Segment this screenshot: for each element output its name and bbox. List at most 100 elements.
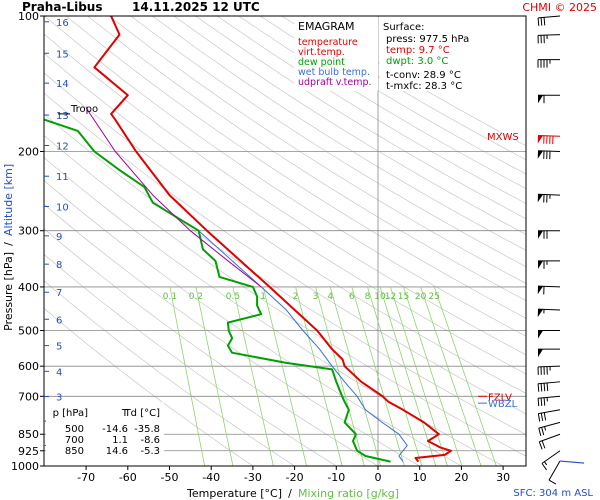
temperature-tick-label: 10	[413, 471, 427, 484]
altitude-tick-label: 14	[56, 79, 69, 90]
pressure-tick-label: 1000	[11, 460, 39, 473]
wind-barb	[537, 59, 560, 68]
wind-barb-feather	[543, 383, 546, 392]
wind-barb-pennant	[538, 330, 543, 339]
altitude-tick-label: 3	[56, 393, 62, 404]
wind-barb-staff	[537, 150, 561, 152]
wind-barb	[537, 134, 561, 144]
table-cell: 14.6	[106, 446, 128, 457]
dry-adiabat	[44, 33, 526, 356]
wind-barbs	[537, 15, 585, 485]
table-cell: -8.6	[140, 435, 160, 446]
series-temperature	[93, 16, 452, 463]
mixing-ratio-label: 8	[365, 292, 371, 302]
wind-barb	[537, 381, 561, 392]
altitude-tick-label: 4	[56, 367, 62, 378]
wind-barb-pennant	[537, 286, 544, 295]
wind-barb-pennant	[537, 194, 544, 203]
wind-barb-pennant	[537, 309, 544, 318]
table-cell: -14.6	[102, 424, 128, 435]
pressure-tick-label: 850	[18, 428, 39, 441]
temperature-tick-label: -70	[77, 471, 95, 484]
table-header: p [hPa]	[53, 408, 88, 419]
temperature-tick-label: -10	[327, 471, 345, 484]
surface-tconv: t-conv: 28.9 °C	[386, 70, 461, 81]
altitude-tick-label: 16	[56, 18, 69, 29]
tropopause-label: Tropo	[70, 104, 98, 115]
wind-barb	[537, 308, 561, 318]
mixing-ratio-line	[379, 286, 437, 466]
pressure-tick-label: 925	[18, 445, 39, 458]
grid-layer	[44, 16, 526, 466]
dry-adiabat	[44, 92, 526, 415]
altitude-tick-label: 5	[56, 342, 62, 353]
wind-barb-pennant	[538, 349, 543, 358]
dry-adiabat	[44, 253, 337, 466]
x-axis-title: Temperature [°C]	[186, 487, 282, 500]
temperature-tick-label: -40	[202, 471, 220, 484]
legend-title: EMAGRAM	[298, 20, 355, 33]
wind-barb	[537, 365, 561, 375]
x-axis-title-2: Mixing ratio [g/kg]	[298, 487, 399, 500]
wind-barb-pennant	[538, 260, 543, 269]
wind-barb-staff	[537, 34, 561, 36]
series-udpraft-v-temp	[85, 107, 262, 288]
wind-barb-staff	[537, 285, 561, 288]
mixing-ratio-line	[262, 286, 307, 466]
legend-item: virt.temp.	[298, 47, 345, 58]
mixing-ratio-label: 0.5	[226, 292, 240, 302]
pressure-tick-label: 300	[18, 225, 39, 238]
mixing-ratio-line	[169, 286, 206, 466]
table-cell: 850	[65, 446, 84, 457]
wind-barb	[538, 330, 560, 339]
mixing-ratio-label: 3	[313, 292, 319, 302]
surface-title: Surface:	[383, 22, 424, 33]
altitude-tick-label: 9	[56, 232, 62, 243]
series-wet-bulb-temp	[198, 230, 408, 462]
y-axis-title-2: Altitude [km]	[2, 164, 15, 236]
wind-barb	[537, 15, 561, 26]
mixing-ratio-line	[232, 286, 274, 466]
mixing-ratio-label: 10	[374, 292, 386, 302]
altitude-tick-label: 7	[56, 288, 62, 299]
wind-barb-staff	[548, 460, 561, 481]
wind-barb	[537, 150, 561, 160]
wind-barb-staff	[537, 134, 561, 137]
levels-table: p [hPa] TTd [°C] 500 -14.6 -35.8 700 1.1 -8.6 85…	[46, 402, 164, 458]
surface-press: press: 977.5 hPa	[386, 34, 469, 45]
wind-barb-pennant	[538, 95, 543, 104]
wind-barb-half-feather	[544, 461, 548, 466]
legend-box	[294, 17, 378, 91]
wind-barb-feather	[538, 441, 543, 450]
mixing-ratio-label: 1	[260, 292, 266, 302]
wind-barb-feather	[543, 17, 546, 26]
dry-adiabat	[65, 16, 526, 319]
wind-barb-pennant	[538, 230, 543, 239]
x-axis-title-separator: /	[288, 487, 292, 500]
altitude-ticks: 12345678910111213141516	[44, 18, 69, 452]
wind-barb-staff	[538, 421, 561, 429]
dry-adiabat	[44, 52, 526, 375]
mixing-ratio-line	[403, 286, 463, 466]
wind-barb	[548, 460, 561, 485]
credit: CHMI © 2025	[522, 1, 597, 14]
surface-tmxfc: t-mxfc: 28.3 °C	[386, 81, 462, 92]
altitude-tick-label: 12	[56, 142, 69, 153]
mxws-label: MXWS	[487, 132, 519, 143]
wind-barb-feather	[540, 397, 543, 406]
mixing-ratio-label: 25	[429, 292, 440, 302]
dry-adiabat	[216, 16, 526, 204]
wind-barb-feather	[543, 397, 546, 406]
wbzl-label: WBZL	[488, 399, 518, 410]
mixing-ratio-label: 0.1	[163, 292, 177, 302]
wind-barb-feather	[540, 383, 543, 392]
temperature-tick-label: -30	[244, 471, 262, 484]
mixing-ratio-label: 4	[327, 292, 333, 302]
temperature-tick-label: -50	[161, 471, 179, 484]
wind-barb	[538, 260, 560, 269]
mixing-ratio-line	[351, 286, 405, 466]
wind-barb	[537, 34, 561, 44]
altitude-tick-label: 8	[56, 260, 62, 271]
altitude-tick-label: 6	[56, 315, 62, 326]
wind-barb-feather	[546, 382, 549, 391]
